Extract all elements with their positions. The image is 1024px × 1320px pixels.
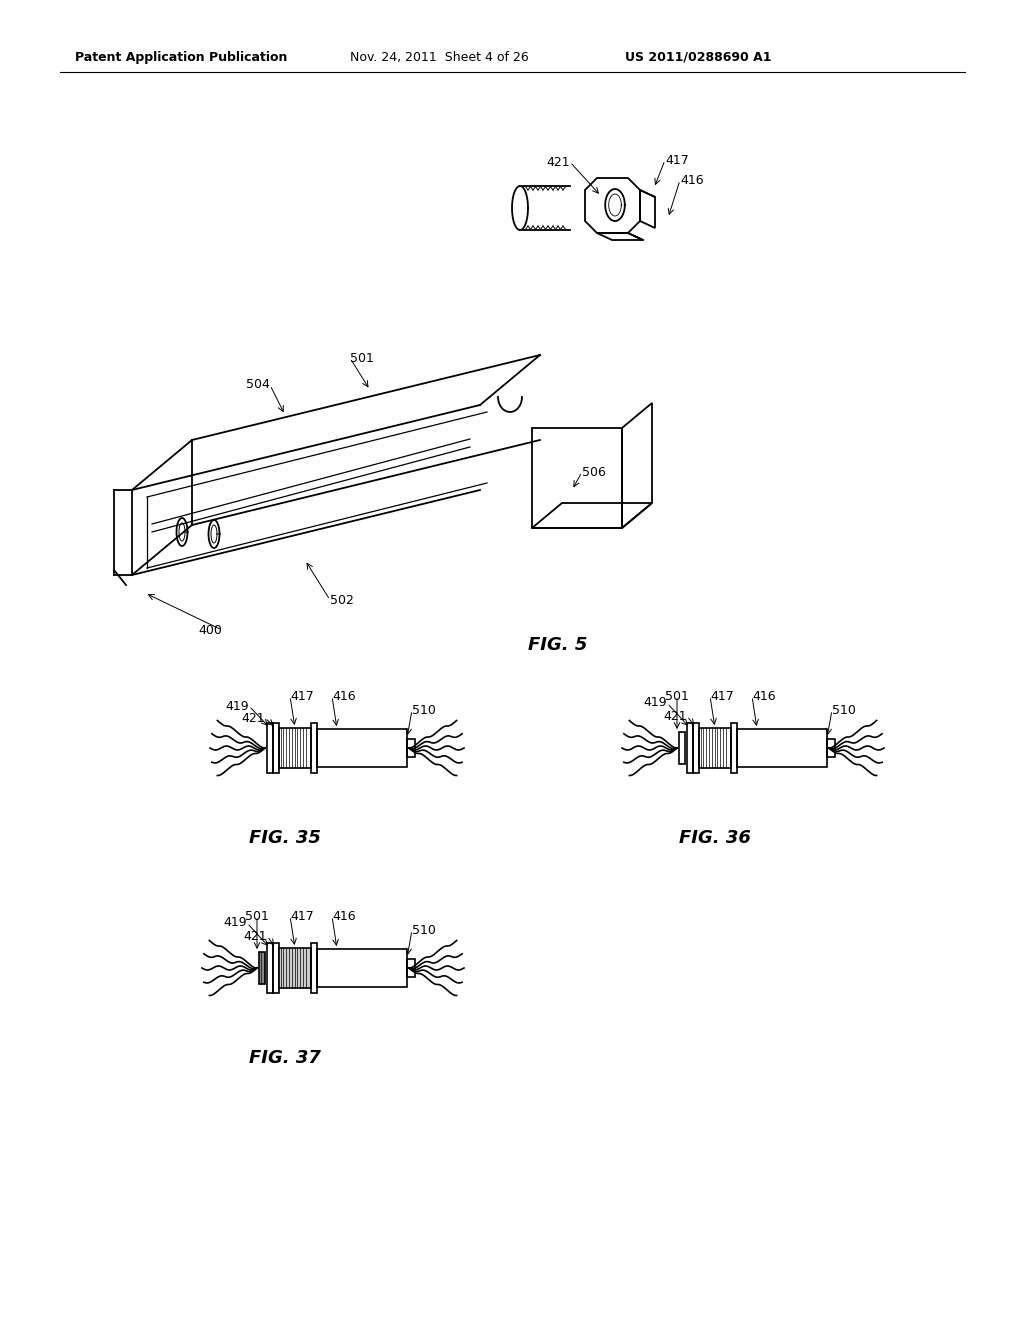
Text: 421: 421: [664, 710, 687, 722]
Text: 417: 417: [290, 689, 313, 702]
Text: FIG. 37: FIG. 37: [249, 1049, 321, 1067]
Text: 416: 416: [752, 689, 775, 702]
Text: 506: 506: [582, 466, 606, 479]
Text: 417: 417: [665, 153, 689, 166]
Text: 502: 502: [330, 594, 354, 606]
Text: 504: 504: [246, 379, 270, 392]
Text: 421: 421: [244, 929, 267, 942]
Text: 419: 419: [225, 700, 249, 713]
Text: 416: 416: [332, 689, 355, 702]
Text: US 2011/0288690 A1: US 2011/0288690 A1: [625, 50, 771, 63]
Text: 421: 421: [242, 711, 265, 725]
Polygon shape: [279, 948, 311, 987]
Text: 417: 417: [290, 909, 313, 923]
Text: 419: 419: [223, 916, 247, 929]
Text: Nov. 24, 2011  Sheet 4 of 26: Nov. 24, 2011 Sheet 4 of 26: [350, 50, 528, 63]
Text: 419: 419: [643, 697, 667, 710]
Text: FIG. 35: FIG. 35: [249, 829, 321, 847]
Text: 400: 400: [198, 623, 222, 636]
Text: 510: 510: [412, 924, 436, 936]
Text: 416: 416: [680, 173, 703, 186]
Text: 510: 510: [831, 704, 856, 717]
Text: FIG. 36: FIG. 36: [679, 829, 751, 847]
Text: 501: 501: [245, 909, 269, 923]
Text: 417: 417: [710, 689, 734, 702]
Text: 501: 501: [350, 351, 374, 364]
Text: 501: 501: [665, 689, 689, 702]
Text: 510: 510: [412, 704, 436, 717]
Text: 421: 421: [547, 156, 570, 169]
Text: 416: 416: [332, 909, 355, 923]
Polygon shape: [259, 952, 265, 983]
Text: FIG. 5: FIG. 5: [528, 636, 588, 653]
Text: Patent Application Publication: Patent Application Publication: [75, 50, 288, 63]
